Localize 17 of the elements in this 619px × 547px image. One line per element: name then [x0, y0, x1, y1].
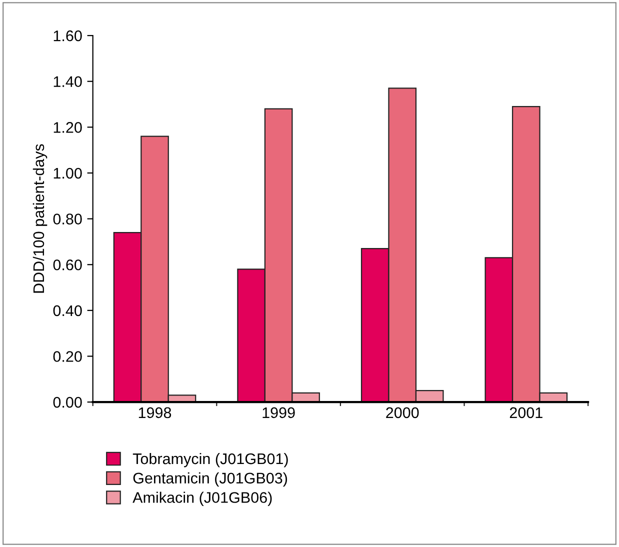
x-tick-label: 1999 — [262, 407, 295, 418]
y-tick-label: 0.80 — [53, 214, 82, 224]
x-tick-label: 2000 — [386, 407, 419, 418]
legend-label: Tobramycin (J01GB01) — [132, 452, 288, 468]
y-tick-label: 1.20 — [54, 122, 82, 133]
y-tick-label: 1.60 — [54, 30, 82, 42]
legend-label: Amikacin (J01GB06) — [132, 492, 272, 506]
legend-label: Gentamicin (J01GB03) — [133, 472, 288, 487]
y-tick-label: 1.00 — [54, 168, 82, 179]
y-tick-label: 0.60 — [53, 259, 82, 270]
x-tick-label: 2001 — [510, 407, 542, 418]
y-tick-label: 0.00 — [53, 396, 82, 408]
y-axis-title: DDD/100 patient-days — [32, 144, 48, 293]
x-tick-label: 1998 — [138, 407, 172, 418]
y-tick-label: 1.40 — [54, 76, 82, 88]
y-tick-label: 0.20 — [53, 351, 82, 362]
y-tick-label: 0.40 — [53, 305, 82, 316]
